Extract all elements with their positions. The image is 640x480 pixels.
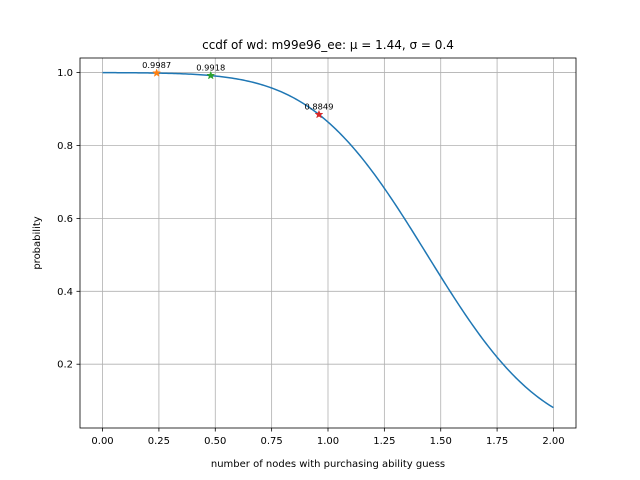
ccdf-curve-line [102, 71, 554, 409]
x-tick-label: 1.00 [317, 436, 339, 447]
y-tick-label: 0.8 [57, 141, 73, 152]
x-tick-label: 0.75 [261, 436, 283, 447]
y-axis-label: probability [32, 216, 43, 269]
y-tick-label: 0.4 [57, 287, 73, 298]
x-tick-label: 2.00 [542, 436, 564, 447]
y-tick-label: 0.6 [57, 214, 73, 225]
y-tick-label: 1.0 [57, 68, 73, 79]
marker-star [152, 68, 162, 77]
x-axis-ticks: 0.00 0.25 0.50 0.75 1.00 1.25 1.50 1.75 2.00 [91, 428, 565, 447]
x-tick-label: 1.25 [373, 436, 395, 447]
marker-value-label: 0.9918 [196, 63, 225, 73]
chart-title: ccdf of wd: m99e96_ee: μ = 1.44, σ = 0.4 [202, 38, 454, 52]
marker-star [314, 109, 324, 119]
x-axis-label: number of nodes with purchasing ability … [211, 459, 445, 470]
y-axis-ticks: 0.2 0.4 0.6 0.8 1.0 [57, 68, 80, 371]
marker-star [206, 70, 216, 80]
marker-value-label: 0.8849 [304, 102, 333, 112]
x-tick-label: 0.00 [91, 436, 113, 447]
x-tick-label: 1.50 [430, 436, 452, 447]
marker-value-label: 0.9987 [142, 60, 171, 70]
y-tick-label: 0.2 [57, 360, 73, 371]
x-tick-label: 1.75 [486, 436, 508, 447]
x-tick-label: 0.25 [148, 436, 170, 447]
x-tick-label: 0.50 [204, 436, 226, 447]
marker-layer: 0.9987 0.9918 0.8849 [142, 60, 333, 119]
grid-lines [80, 58, 576, 428]
curve-layer [102, 71, 554, 409]
